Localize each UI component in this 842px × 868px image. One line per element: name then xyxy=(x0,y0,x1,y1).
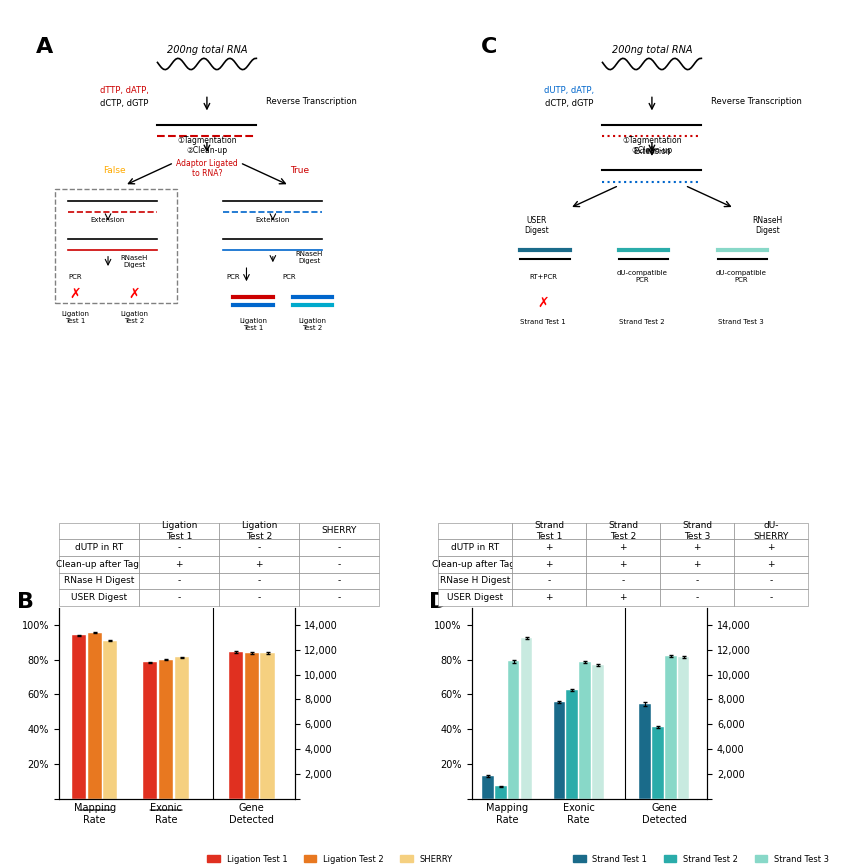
Bar xyxy=(143,662,157,799)
Text: ✗: ✗ xyxy=(129,286,141,300)
Text: ①Tagmentation
②Clean-up: ①Tagmentation ②Clean-up xyxy=(622,136,682,155)
Text: PCR: PCR xyxy=(68,273,82,279)
Bar xyxy=(88,633,102,799)
Bar xyxy=(72,635,86,799)
Legend: Strand Test 1, Strand Test 2, Strand Test 3, dU-SHERRY: Strand Test 1, Strand Test 2, Strand Tes… xyxy=(570,852,842,867)
Text: Strand Test 2: Strand Test 2 xyxy=(619,319,665,325)
Text: Extension: Extension xyxy=(91,217,125,222)
Text: dCTP, dGTP: dCTP, dGTP xyxy=(546,99,594,108)
Bar xyxy=(260,653,274,799)
Text: A: A xyxy=(35,37,53,57)
Text: USER
Digest: USER Digest xyxy=(525,216,549,235)
Bar xyxy=(665,656,677,799)
Text: Extension: Extension xyxy=(256,217,290,222)
Bar xyxy=(159,660,173,799)
Bar xyxy=(104,641,117,799)
Bar xyxy=(520,638,532,799)
Text: C: C xyxy=(481,37,497,57)
Text: Reverse Transcription: Reverse Transcription xyxy=(266,97,357,107)
Text: False: False xyxy=(104,166,126,174)
Text: Reverse Transcription: Reverse Transcription xyxy=(711,97,802,107)
Text: Ligation
Test 2: Ligation Test 2 xyxy=(120,311,148,324)
Text: Ligation
Test 1: Ligation Test 1 xyxy=(239,319,267,332)
Text: ✗: ✗ xyxy=(537,296,549,310)
Text: RT+PCR: RT+PCR xyxy=(529,273,557,279)
Text: PCR: PCR xyxy=(226,273,240,279)
Bar xyxy=(508,661,520,799)
Text: 200ng total RNA: 200ng total RNA xyxy=(611,45,692,55)
Text: RNaseH
Digest: RNaseH Digest xyxy=(752,216,782,235)
Text: True: True xyxy=(290,166,309,174)
Text: dUTP, dATP,: dUTP, dATP, xyxy=(545,86,594,95)
Text: dCTP, dGTP: dCTP, dGTP xyxy=(100,99,149,108)
Text: Ligation
Test 1: Ligation Test 1 xyxy=(61,311,89,324)
Bar xyxy=(553,702,565,799)
Bar xyxy=(678,657,690,799)
Text: Ligation
Test 2: Ligation Test 2 xyxy=(298,319,327,332)
Bar xyxy=(229,652,243,799)
Bar xyxy=(175,657,189,799)
Text: Extension: Extension xyxy=(633,147,671,155)
Text: ①Tagmentation
②Clean-up: ①Tagmentation ②Clean-up xyxy=(177,136,237,155)
Text: RNaseH
Digest: RNaseH Digest xyxy=(296,251,322,264)
Bar xyxy=(245,653,258,799)
Text: ✗: ✗ xyxy=(69,286,81,300)
Text: dU-compatible
PCR: dU-compatible PCR xyxy=(716,270,766,283)
Legend: Ligation Test 1, Ligation Test 2, SHERRY: Ligation Test 1, Ligation Test 2, SHERRY xyxy=(204,852,456,867)
FancyBboxPatch shape xyxy=(56,189,178,303)
Text: D: D xyxy=(429,592,447,612)
Bar xyxy=(639,704,651,799)
Text: 200ng total RNA: 200ng total RNA xyxy=(167,45,248,55)
Text: B: B xyxy=(17,592,34,612)
Bar xyxy=(482,776,493,799)
Bar xyxy=(567,690,578,799)
Text: dU-compatible
PCR: dU-compatible PCR xyxy=(616,270,668,283)
Text: Strand Test 3: Strand Test 3 xyxy=(718,319,764,325)
Text: PCR: PCR xyxy=(283,273,296,279)
Text: RNaseH
Digest: RNaseH Digest xyxy=(120,255,148,268)
Bar xyxy=(592,665,604,799)
Text: Adaptor Ligated
to RNA?: Adaptor Ligated to RNA? xyxy=(176,159,237,178)
Bar xyxy=(653,727,663,799)
Text: dTTP, dATP,: dTTP, dATP, xyxy=(100,86,149,95)
Bar xyxy=(579,662,591,799)
Text: Strand Test 1: Strand Test 1 xyxy=(520,319,566,325)
Bar xyxy=(495,786,507,799)
